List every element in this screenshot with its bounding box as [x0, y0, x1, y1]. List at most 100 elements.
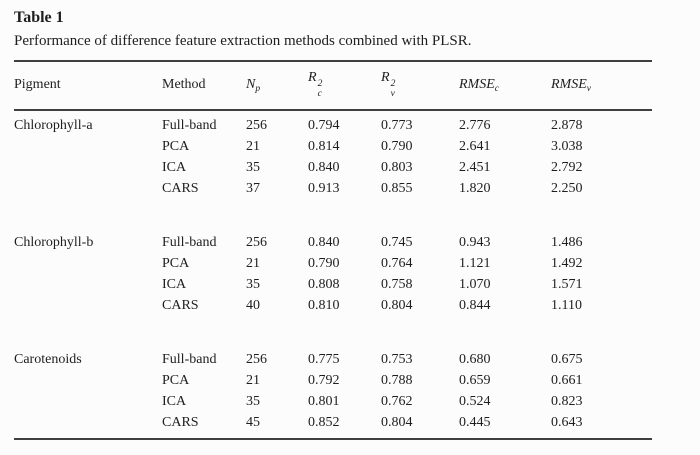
group-spacer: [14, 317, 652, 350]
method-cell: PCA: [162, 372, 190, 388]
r2v-cell: 0.745: [381, 234, 413, 250]
method-cell: CARS: [162, 180, 199, 196]
rmsev-cell: 2.878: [551, 117, 583, 133]
r2c-cell: 0.808: [308, 276, 340, 292]
r2v-cell: 0.788: [381, 372, 413, 388]
r2c-symbol: R: [308, 69, 317, 85]
pigment-cell: [14, 392, 162, 413]
table-row: Carotenoids Full-band 256 0.775 0.753 0.…: [14, 350, 652, 371]
method-cell: CARS: [162, 297, 199, 313]
r2v-cell: 0.804: [381, 297, 413, 313]
r2c-cell: 0.840: [308, 159, 340, 175]
method-cell: ICA: [162, 159, 187, 175]
np-cell: 21: [246, 255, 260, 271]
np-cell: 21: [246, 138, 260, 154]
table-caption: Performance of difference feature extrac…: [14, 33, 472, 50]
np-symbol: N: [246, 76, 256, 92]
rmsec-cell: 0.680: [459, 351, 491, 367]
np-cell: 256: [246, 351, 267, 367]
pigment-cell: [14, 413, 162, 439]
r2v-subscript: v: [390, 88, 395, 99]
rmsec-cell: 2.641: [459, 138, 491, 154]
table-row: CARS 37 0.913 0.855 1.820 2.250: [14, 179, 652, 200]
r2v-superscript: 2: [390, 78, 396, 89]
pigment-cell: [14, 371, 162, 392]
np-cell: 45: [246, 414, 260, 430]
rmsec-cell: 2.776: [459, 117, 491, 133]
table-row: ICA 35 0.801 0.762 0.524 0.823: [14, 392, 652, 413]
rmsec-cell: 0.524: [459, 393, 491, 409]
r2c-cell: 0.852: [308, 414, 340, 430]
np-cell: 21: [246, 372, 260, 388]
np-cell: 40: [246, 297, 260, 313]
rmsev-subscript: v: [586, 83, 591, 94]
table-row: CARS 45 0.852 0.804 0.445 0.643: [14, 413, 652, 439]
pigment-cell: [14, 158, 162, 179]
paper-page: Table 1 Performance of difference featur…: [14, 9, 652, 440]
table-label: Table 1: [14, 9, 64, 26]
r2c-cell: 0.794: [308, 117, 340, 133]
r2c-superscript: 2: [317, 78, 323, 89]
col-header-rmsec: RMSEc: [459, 61, 551, 110]
method-cell: ICA: [162, 393, 187, 409]
method-cell: ICA: [162, 276, 187, 292]
rmsev-cell: 2.792: [551, 159, 583, 175]
table-row: Chlorophyll-a Full-band 256 0.794 0.773 …: [14, 110, 652, 137]
rmsev-cell: 1.486: [551, 234, 583, 250]
spacer-cell: [14, 317, 652, 350]
rmsev-cell: 1.110: [551, 297, 582, 313]
rmsev-cell: 3.038: [551, 138, 583, 154]
rmsec-cell: 0.943: [459, 234, 491, 250]
rmsec-cell: 0.659: [459, 372, 491, 388]
table-row: PCA 21 0.814 0.790 2.641 3.038: [14, 137, 652, 158]
method-cell: PCA: [162, 138, 190, 154]
table-row: PCA 21 0.790 0.764 1.121 1.492: [14, 254, 652, 275]
method-cell: Full-band: [162, 351, 217, 367]
r2c-cell: 0.790: [308, 255, 340, 271]
rmsec-subscript: c: [494, 83, 499, 94]
rmsev-cell: 1.571: [551, 276, 583, 292]
rmsec-cell: 1.820: [459, 180, 491, 196]
r2v-symbol: R: [381, 69, 390, 85]
col-header-pigment-label: Pigment: [14, 76, 61, 92]
rmsec-symbol: RMSE: [459, 76, 495, 92]
table-body: Chlorophyll-a Full-band 256 0.794 0.773 …: [14, 110, 652, 439]
rmsec-cell: 1.121: [459, 255, 491, 271]
rmsev-cell: 2.250: [551, 180, 583, 196]
table-row: Chlorophyll-b Full-band 256 0.840 0.745 …: [14, 233, 652, 254]
method-cell: CARS: [162, 414, 199, 430]
col-header-np: Np: [246, 61, 308, 110]
rmsec-cell: 2.451: [459, 159, 491, 175]
r2v-cell: 0.804: [381, 414, 413, 430]
r2v-cell: 0.803: [381, 159, 413, 175]
r2c-cell: 0.792: [308, 372, 340, 388]
pigment-cell: [14, 137, 162, 158]
rmsev-cell: 0.661: [551, 372, 583, 388]
r2c-subscript: c: [317, 88, 322, 99]
pigment-cell: [14, 179, 162, 200]
rmsec-cell: 0.445: [459, 414, 491, 430]
r2c-cell: 0.801: [308, 393, 340, 409]
np-cell: 35: [246, 159, 260, 175]
rmsec-cell: 1.070: [459, 276, 491, 292]
rmsev-cell: 0.675: [551, 351, 583, 367]
rmsev-symbol: RMSE: [551, 76, 587, 92]
pigment-cell: Carotenoids: [14, 351, 82, 367]
method-cell: Full-band: [162, 117, 217, 133]
np-cell: 256: [246, 117, 267, 133]
pigment-cell: [14, 275, 162, 296]
pigment-cell: [14, 296, 162, 317]
np-cell: 256: [246, 234, 267, 250]
np-subscript: p: [255, 83, 261, 94]
r2c-cell: 0.913: [308, 180, 340, 196]
r2v-cell: 0.764: [381, 255, 413, 271]
rmsev-cell: 0.643: [551, 414, 583, 430]
col-header-rmsev: RMSEv: [551, 61, 652, 110]
